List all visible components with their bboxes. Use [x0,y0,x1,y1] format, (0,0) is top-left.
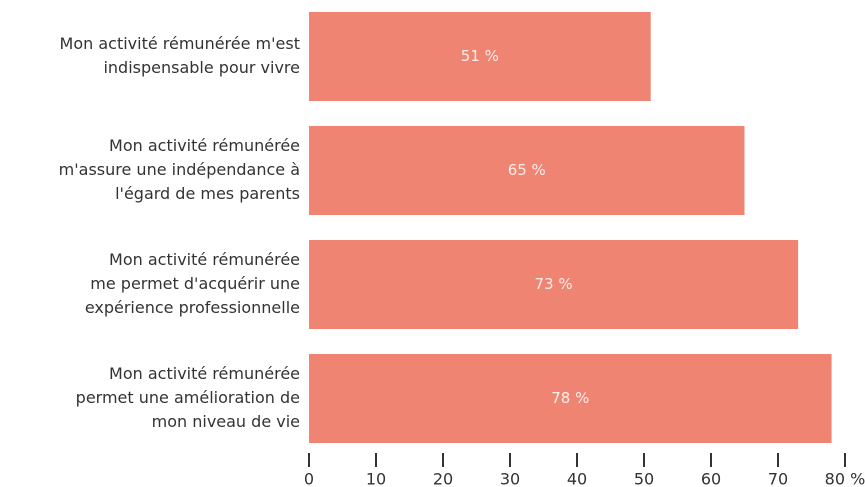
x-tick-label: 80 % [825,470,865,487]
x-tick-label: 30 [500,470,520,487]
category-label: l'égard de mes parents [115,184,300,203]
x-tick-label: 70 [768,470,788,487]
category-label: indispensable pour vivre [103,58,300,77]
x-tick-label: 20 [433,470,453,487]
category-label: Mon activité rémunérée m'est [60,34,300,53]
category-label: expérience professionnelle [85,298,300,317]
bar [309,12,651,101]
x-tick-label: 50 [634,470,654,487]
category-label: Mon activité rémunérée [109,250,300,269]
x-tick-label: 60 [701,470,721,487]
category-label: m'assure une indépendance à [59,160,300,179]
bar [309,354,832,443]
category-label: Mon activité rémunérée [109,136,300,155]
bar [309,126,745,215]
category-label: Mon activité rémunérée [109,364,300,383]
bar [309,240,799,329]
x-tick-label: 40 [567,470,587,487]
value-label: 51 % [461,47,499,65]
x-tick-label: 0 [304,470,314,487]
category-label: permet une amélioration de [76,388,300,407]
value-label: 78 % [551,389,589,407]
category-label: mon niveau de vie [152,412,300,431]
value-label: 73 % [534,275,572,293]
category-label: me permet d'acquérir une [90,274,300,293]
value-label: 65 % [508,161,546,179]
x-tick-label: 10 [366,470,386,487]
